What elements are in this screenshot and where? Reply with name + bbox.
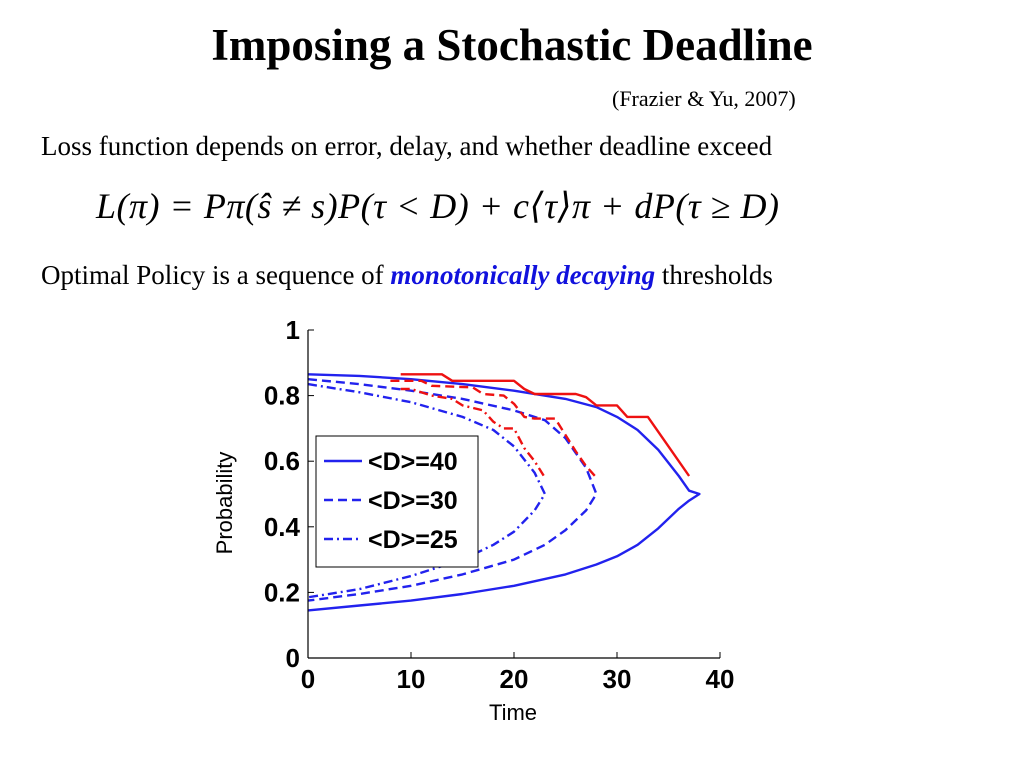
series-line-4 [400, 373, 691, 477]
plot-layer [307, 373, 701, 612]
y-tick-label: 0.4 [264, 512, 301, 542]
series-line-1 [307, 373, 701, 612]
x-tick-label: 10 [397, 664, 426, 694]
optimal-policy-prefix: Optimal Policy is a sequence of [41, 260, 391, 290]
x-axis-label: Time [489, 700, 537, 725]
legend-entry: <D>=25 [368, 526, 458, 554]
x-tick-label: 30 [603, 664, 632, 694]
legend-entry: <D>=40 [368, 448, 458, 476]
y-tick-label: 0 [286, 643, 300, 673]
series-line-5 [390, 379, 598, 479]
y-tick-label: 0.6 [264, 446, 300, 476]
optimal-policy-suffix: thresholds [655, 260, 773, 290]
legend-box [315, 435, 479, 568]
x-tick-label: 40 [706, 664, 735, 694]
series-line-2 [307, 378, 598, 602]
legend-entry: <D>=30 [368, 487, 458, 515]
series-line-3 [307, 382, 547, 599]
x-tick-label: 0 [301, 664, 315, 694]
axes-layer: 0 10 20 30 40 0 0.2 0.4 0.6 0.8 1 [264, 315, 735, 694]
y-tick-label: 0.2 [264, 577, 300, 607]
loss-function-text: Loss function depends on error, delay, a… [41, 131, 773, 161]
citation: (Frazier & Yu, 2007) [612, 86, 796, 111]
optimal-policy-emphasis: monotonically decaying [390, 260, 656, 290]
y-tick-label: 0.8 [264, 381, 300, 411]
loss-equation: L(π) = Pπ(ŝ ≠ s)P(τ < D) + c⟨τ⟩π + dP(τ … [96, 186, 780, 226]
x-tick-label: 20 [500, 664, 529, 694]
optimal-policy-text: Optimal Policy is a sequence of monotoni… [41, 259, 773, 291]
slide-title: Imposing a Stochastic Deadline [211, 20, 813, 70]
legend: <D>=40 <D>=30 <D>=25 [315, 435, 479, 568]
threshold-chart: 0 10 20 30 40 0 0.2 0.4 0.6 0.8 1 <D>=40 <D>=30 <D>=… [190, 310, 750, 750]
y-axis-label: Probability [212, 452, 237, 555]
y-tick-label: 1 [286, 315, 300, 345]
